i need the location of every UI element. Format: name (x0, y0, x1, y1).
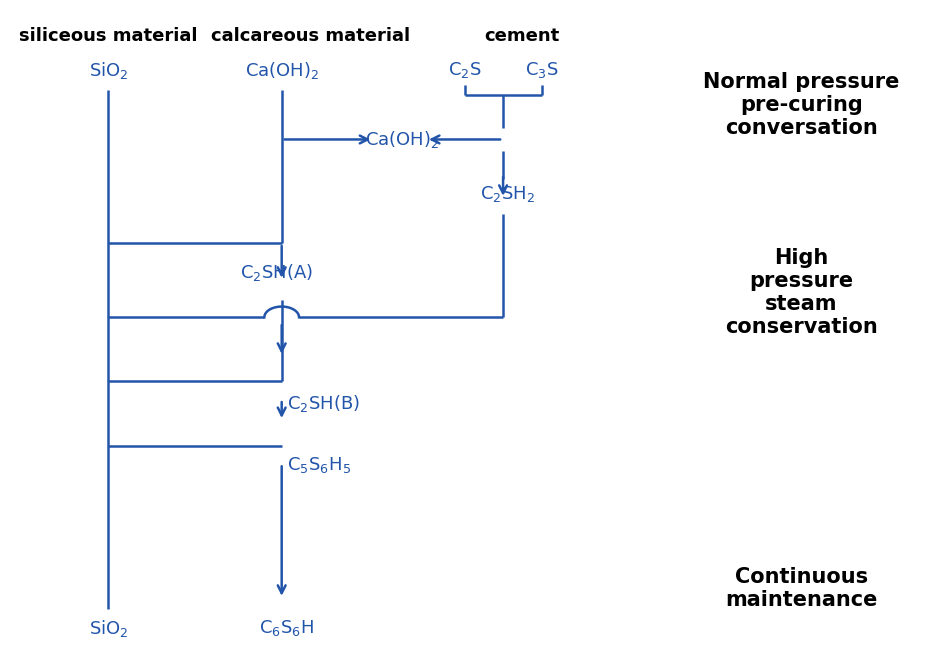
Text: C$_2$SH(A): C$_2$SH(A) (241, 262, 314, 284)
Text: C$_5$S$_6$H$_5$: C$_5$S$_6$H$_5$ (286, 456, 351, 475)
Text: SiO$_2$: SiO$_2$ (88, 618, 128, 639)
Text: cement: cement (485, 27, 560, 45)
Text: C$_6$S$_6$H: C$_6$S$_6$H (259, 618, 314, 638)
Text: siliceous material: siliceous material (19, 27, 198, 45)
Text: C$_2$S: C$_2$S (448, 60, 481, 81)
Text: SiO$_2$: SiO$_2$ (88, 60, 128, 81)
Text: C$_2$SH$_2$: C$_2$SH$_2$ (480, 183, 535, 204)
Text: High
pressure
steam
conservation: High pressure steam conservation (725, 248, 878, 337)
Text: Normal pressure
pre-curing
conversation: Normal pressure pre-curing conversation (704, 72, 900, 138)
Text: Continuous
maintenance: Continuous maintenance (726, 567, 878, 610)
Text: Ca(OH)$_2$: Ca(OH)$_2$ (244, 60, 319, 81)
Text: C$_2$SH(B): C$_2$SH(B) (286, 392, 359, 414)
Text: calcareous material: calcareous material (211, 27, 410, 45)
Text: C$_3$S: C$_3$S (525, 60, 558, 81)
Text: Ca(OH)$_2$: Ca(OH)$_2$ (365, 129, 439, 150)
